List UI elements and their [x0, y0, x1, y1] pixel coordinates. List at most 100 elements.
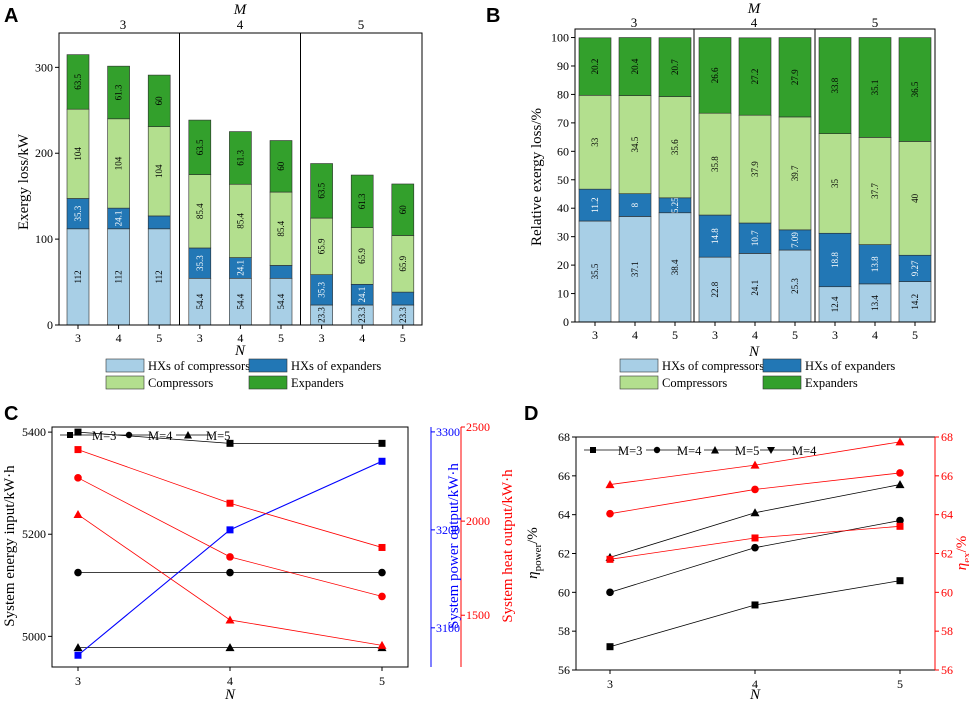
panel-b-y-tick-labels: 0 10 20 30 40 50 60 70 80 90 100 — [551, 31, 569, 329]
panel-d-left-axis-symbol: η — [525, 571, 541, 578]
panel-a-group-label-3: 5 — [358, 17, 365, 32]
data-label-a: 54.4 — [235, 293, 245, 309]
x-tick-label: 3 — [712, 328, 718, 342]
data-label-a: 35.3 — [73, 205, 83, 221]
panel-d-ticks: 3 4 5 56 58 60 62 64 66 68 56 58 60 62 64 66 68 — [558, 430, 953, 691]
data-label-b: 37.7 — [870, 183, 880, 199]
blue-tick-label: 3200 — [436, 523, 460, 537]
panel-d-right-axis-label: ηex/% — [954, 536, 969, 571]
panel-a-x-tick-labels: 3 4 5 3 4 5 3 4 5 — [75, 331, 406, 345]
panel-d-legend-marker-square — [590, 447, 596, 453]
left-tick-label: 66 — [558, 469, 570, 483]
panel-a-top-label: M — [233, 2, 248, 18]
panel-d-right-axis-symbol: η — [954, 563, 969, 570]
x-tick-label: 3 — [832, 328, 838, 342]
x-tick-label: 5 — [792, 328, 798, 342]
x-tick-label: 4 — [116, 331, 122, 345]
x-tick-label: 5 — [897, 677, 903, 691]
right-tick-label: 68 — [941, 430, 953, 444]
data-label-a: 24.1 — [235, 260, 245, 276]
series-point-d-5 — [606, 509, 614, 518]
bar-b-2-1 — [618, 216, 652, 323]
panel-d-legend-marker-triangle — [711, 446, 719, 454]
panel-d-legend-label-1: M=3 — [618, 444, 642, 458]
panel-c-legend-label-1: M=3 — [92, 429, 116, 443]
data-label-b: 14.2 — [910, 294, 920, 310]
series-point-d-5 — [896, 469, 904, 477]
x-tick-label: 5 — [912, 328, 918, 342]
panel-c-red-axis-label: System heat output/kW·h — [500, 469, 516, 623]
series-point-d-2 — [606, 588, 614, 597]
panel-c-legend-label-3: M=5 — [206, 429, 230, 443]
data-label-a: 23.3 — [398, 307, 408, 323]
panel-d-left-axis-label: ηpower/% — [525, 527, 544, 579]
y-tick-label: 10 — [557, 287, 569, 301]
panel-d-legend-marker-circle — [653, 446, 661, 454]
left-tick-label: 58 — [558, 624, 570, 638]
bar-b-7-2 — [818, 232, 852, 288]
data-label-b: 11.2 — [590, 197, 600, 212]
panel-b-frame — [571, 28, 936, 326]
panel-d-plot-frame — [575, 436, 936, 671]
series-point-d-5 — [751, 485, 759, 494]
bar-a-4-4 — [188, 119, 212, 175]
panel-c-left-axis-label: System energy input/kW·h — [2, 465, 18, 627]
data-label-b: 25.3 — [790, 278, 800, 294]
series-line-d-1 — [609, 580, 901, 648]
bar-b-9-4 — [898, 37, 932, 142]
blue-tick-label: 3100 — [436, 621, 460, 635]
data-label-a: 54.4 — [195, 293, 205, 309]
bar-b-8-2 — [858, 244, 892, 285]
bar-b-1-2 — [578, 188, 612, 222]
x-tick-label: 5 — [379, 674, 385, 688]
red-tick-label: 2000 — [466, 514, 490, 528]
series-point-c-4 — [74, 651, 82, 659]
series-line-d-2 — [609, 520, 901, 593]
data-label-a: 65.9 — [357, 248, 367, 264]
data-label-a: 60 — [154, 96, 164, 106]
y-tick-label: 300 — [35, 60, 53, 74]
bar-a-6-4 — [269, 140, 293, 193]
series-point-d-1 — [751, 601, 759, 609]
series-point-d-2 — [751, 543, 759, 552]
panel-d-legend-label-2: M=4 — [677, 444, 702, 458]
data-label-a: 63.5 — [195, 139, 205, 155]
data-label-b: 35 — [830, 178, 840, 188]
panel-a-legend-label-3: Compressors — [148, 376, 213, 390]
panel-a-x-axis-label: N — [234, 343, 246, 359]
panel-b-legend-label-4: Expanders — [805, 376, 858, 390]
x-tick-label: 5 — [278, 331, 284, 345]
bar-b-3-4 — [658, 37, 692, 97]
bar-b-4-3 — [698, 112, 732, 216]
series-point-d-3 — [895, 480, 905, 489]
panel-b-group-label-1: 3 — [631, 15, 638, 30]
x-tick-label: 4 — [632, 328, 638, 342]
series-point-d-1 — [606, 643, 614, 651]
data-label-b: 37.9 — [750, 161, 760, 177]
panel-b-group-label-3: 5 — [872, 15, 879, 30]
panel-c-plot-frame — [51, 426, 409, 668]
data-label-b: 14.8 — [710, 228, 720, 244]
data-label-b: 20.2 — [590, 59, 600, 75]
data-label-b: 5.25 — [670, 197, 680, 213]
data-label-b: 27.2 — [750, 69, 760, 85]
panel-d-left-axis-subscript: power — [532, 544, 544, 572]
panel-b-legend-label-1: HXs of compressors — [662, 359, 764, 373]
series-line-d-4 — [609, 525, 901, 560]
panel-c-blue-axis-label: System power output/kW·h — [446, 463, 462, 629]
panel-d-right-axis-subscript: ex — [961, 552, 969, 563]
data-label-b: 20.4 — [630, 58, 640, 74]
y-tick-label: 60 — [557, 144, 569, 158]
data-label-a: 23.3 — [357, 307, 367, 323]
panel-b: B M 3 4 5 35.511.23320.237.1834.520.438.… — [486, 1, 936, 390]
panel-a-frame — [55, 32, 423, 329]
data-label-a: 104 — [154, 164, 164, 178]
bar-a-5-4 — [229, 131, 252, 185]
left-tick-label: 68 — [558, 430, 570, 444]
panel-b-legend-swatch-4 — [762, 375, 802, 390]
data-label-b: 40 — [910, 193, 920, 203]
data-label-a: 112 — [114, 270, 124, 283]
panel-c-legend-label-2: M=4 — [148, 429, 173, 443]
x-tick-label: 3 — [592, 328, 598, 342]
data-label-a: 85.4 — [276, 220, 286, 236]
